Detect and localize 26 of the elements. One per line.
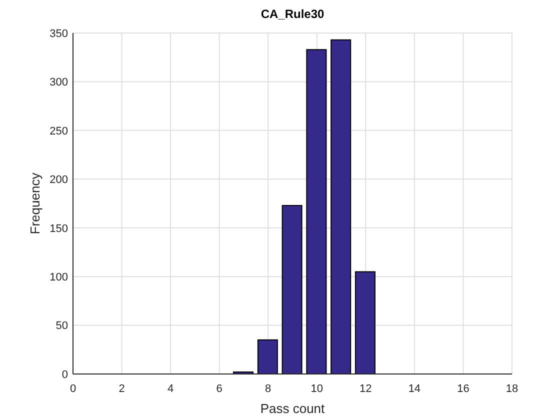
y-tick-label: 50 — [56, 320, 68, 332]
x-tick-label: 16 — [457, 382, 470, 395]
y-tick-label: 150 — [50, 222, 68, 235]
y-tick-label: 250 — [50, 125, 68, 138]
bar — [330, 39, 352, 374]
x-tick-label: 10 — [310, 382, 324, 395]
x-tick-label: 6 — [216, 382, 222, 395]
x-tick-label: 14 — [408, 382, 421, 395]
chart-title: CA_Rule30 — [260, 6, 326, 22]
y-axis-title: Frequency — [27, 172, 42, 234]
y-tick-label: 100 — [50, 271, 68, 284]
bar — [257, 339, 278, 374]
bar — [354, 271, 376, 374]
x-tick-label: 2 — [118, 382, 125, 395]
x-tick-label: 18 — [506, 382, 518, 395]
x-tick-label: 8 — [265, 382, 272, 395]
y-tick-label: 300 — [50, 76, 68, 89]
bar — [306, 49, 327, 374]
x-tick-label: 4 — [167, 382, 174, 395]
x-axis-title: Pass count — [260, 401, 326, 416]
y-tick-label: 0 — [62, 368, 68, 381]
y-tick-label: 200 — [50, 174, 68, 186]
y-tick-label: 350 — [50, 28, 68, 40]
bar — [282, 204, 302, 374]
x-tick-label: 0 — [70, 382, 76, 395]
x-tick-label: 12 — [360, 382, 372, 395]
